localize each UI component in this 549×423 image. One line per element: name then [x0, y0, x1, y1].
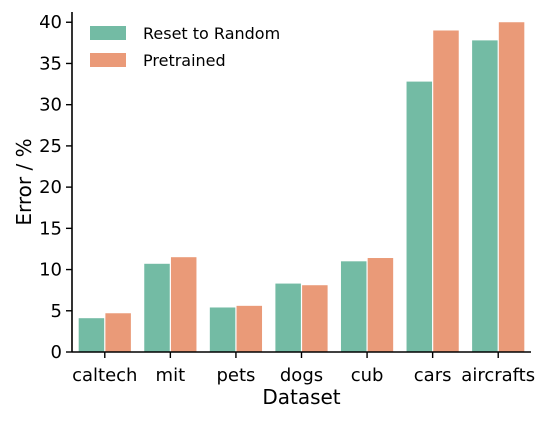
bar-pets-pretrained [236, 305, 263, 352]
bars-layer [78, 22, 525, 353]
axes-layer [71, 12, 531, 353]
legend-swatch-reset-to-random [90, 26, 126, 40]
y-tick-label: 25 [39, 136, 62, 157]
y-tick-label: 35 [39, 53, 62, 74]
bar-cars-reset-to-random [406, 81, 433, 352]
x-tick-label-cars: cars [414, 365, 452, 386]
x-ticks: caltech mit pets dogs cub cars aircrafts [72, 352, 535, 386]
y-tick-label: 20 [39, 177, 62, 198]
bar-cars-pretrained [433, 30, 459, 353]
bar-dogs-reset-to-random [275, 283, 301, 352]
x-tick-label-dogs: dogs [280, 365, 323, 386]
bar-mit-reset-to-random [144, 263, 170, 352]
y-tick-label: 0 [51, 342, 62, 363]
x-tick-label-aircrafts: aircrafts [461, 365, 535, 386]
bar-aircrafts-pretrained [498, 22, 525, 353]
legend-swatch-pretrained [90, 53, 126, 67]
y-tick-label: 5 [51, 301, 62, 322]
x-tick-label-mit: mit [156, 365, 186, 386]
bar-caltech-pretrained [105, 313, 131, 352]
y-tick-label: 15 [39, 218, 62, 239]
y-tick-label: 30 [39, 95, 62, 116]
bar-pets-reset-to-random [209, 307, 236, 352]
y-tick-label: 10 [39, 260, 62, 281]
y-axis-title: Error / % [12, 138, 36, 225]
x-tick-label-caltech: caltech [72, 365, 137, 386]
y-tick-label: 40 [39, 12, 62, 33]
x-axis-title: Dataset [262, 385, 340, 409]
legend-label-pretrained: Pretrained [143, 51, 226, 70]
legend-label-reset-to-random: Reset to Random [143, 24, 280, 43]
bar-caltech-reset-to-random [78, 318, 105, 352]
bar-dogs-pretrained [302, 285, 328, 352]
bar-mit-pretrained [170, 257, 197, 352]
x-tick-label-cub: cub [351, 365, 384, 386]
x-tick-label-pets: pets [216, 365, 255, 386]
bar-aircrafts-reset-to-random [472, 40, 498, 352]
bar-cub-pretrained [367, 258, 394, 352]
y-ticks: 0 5 10 15 20 25 30 35 40 [39, 12, 72, 363]
bar-cub-reset-to-random [340, 261, 367, 352]
legend: Reset to Random Pretrained [90, 24, 280, 70]
